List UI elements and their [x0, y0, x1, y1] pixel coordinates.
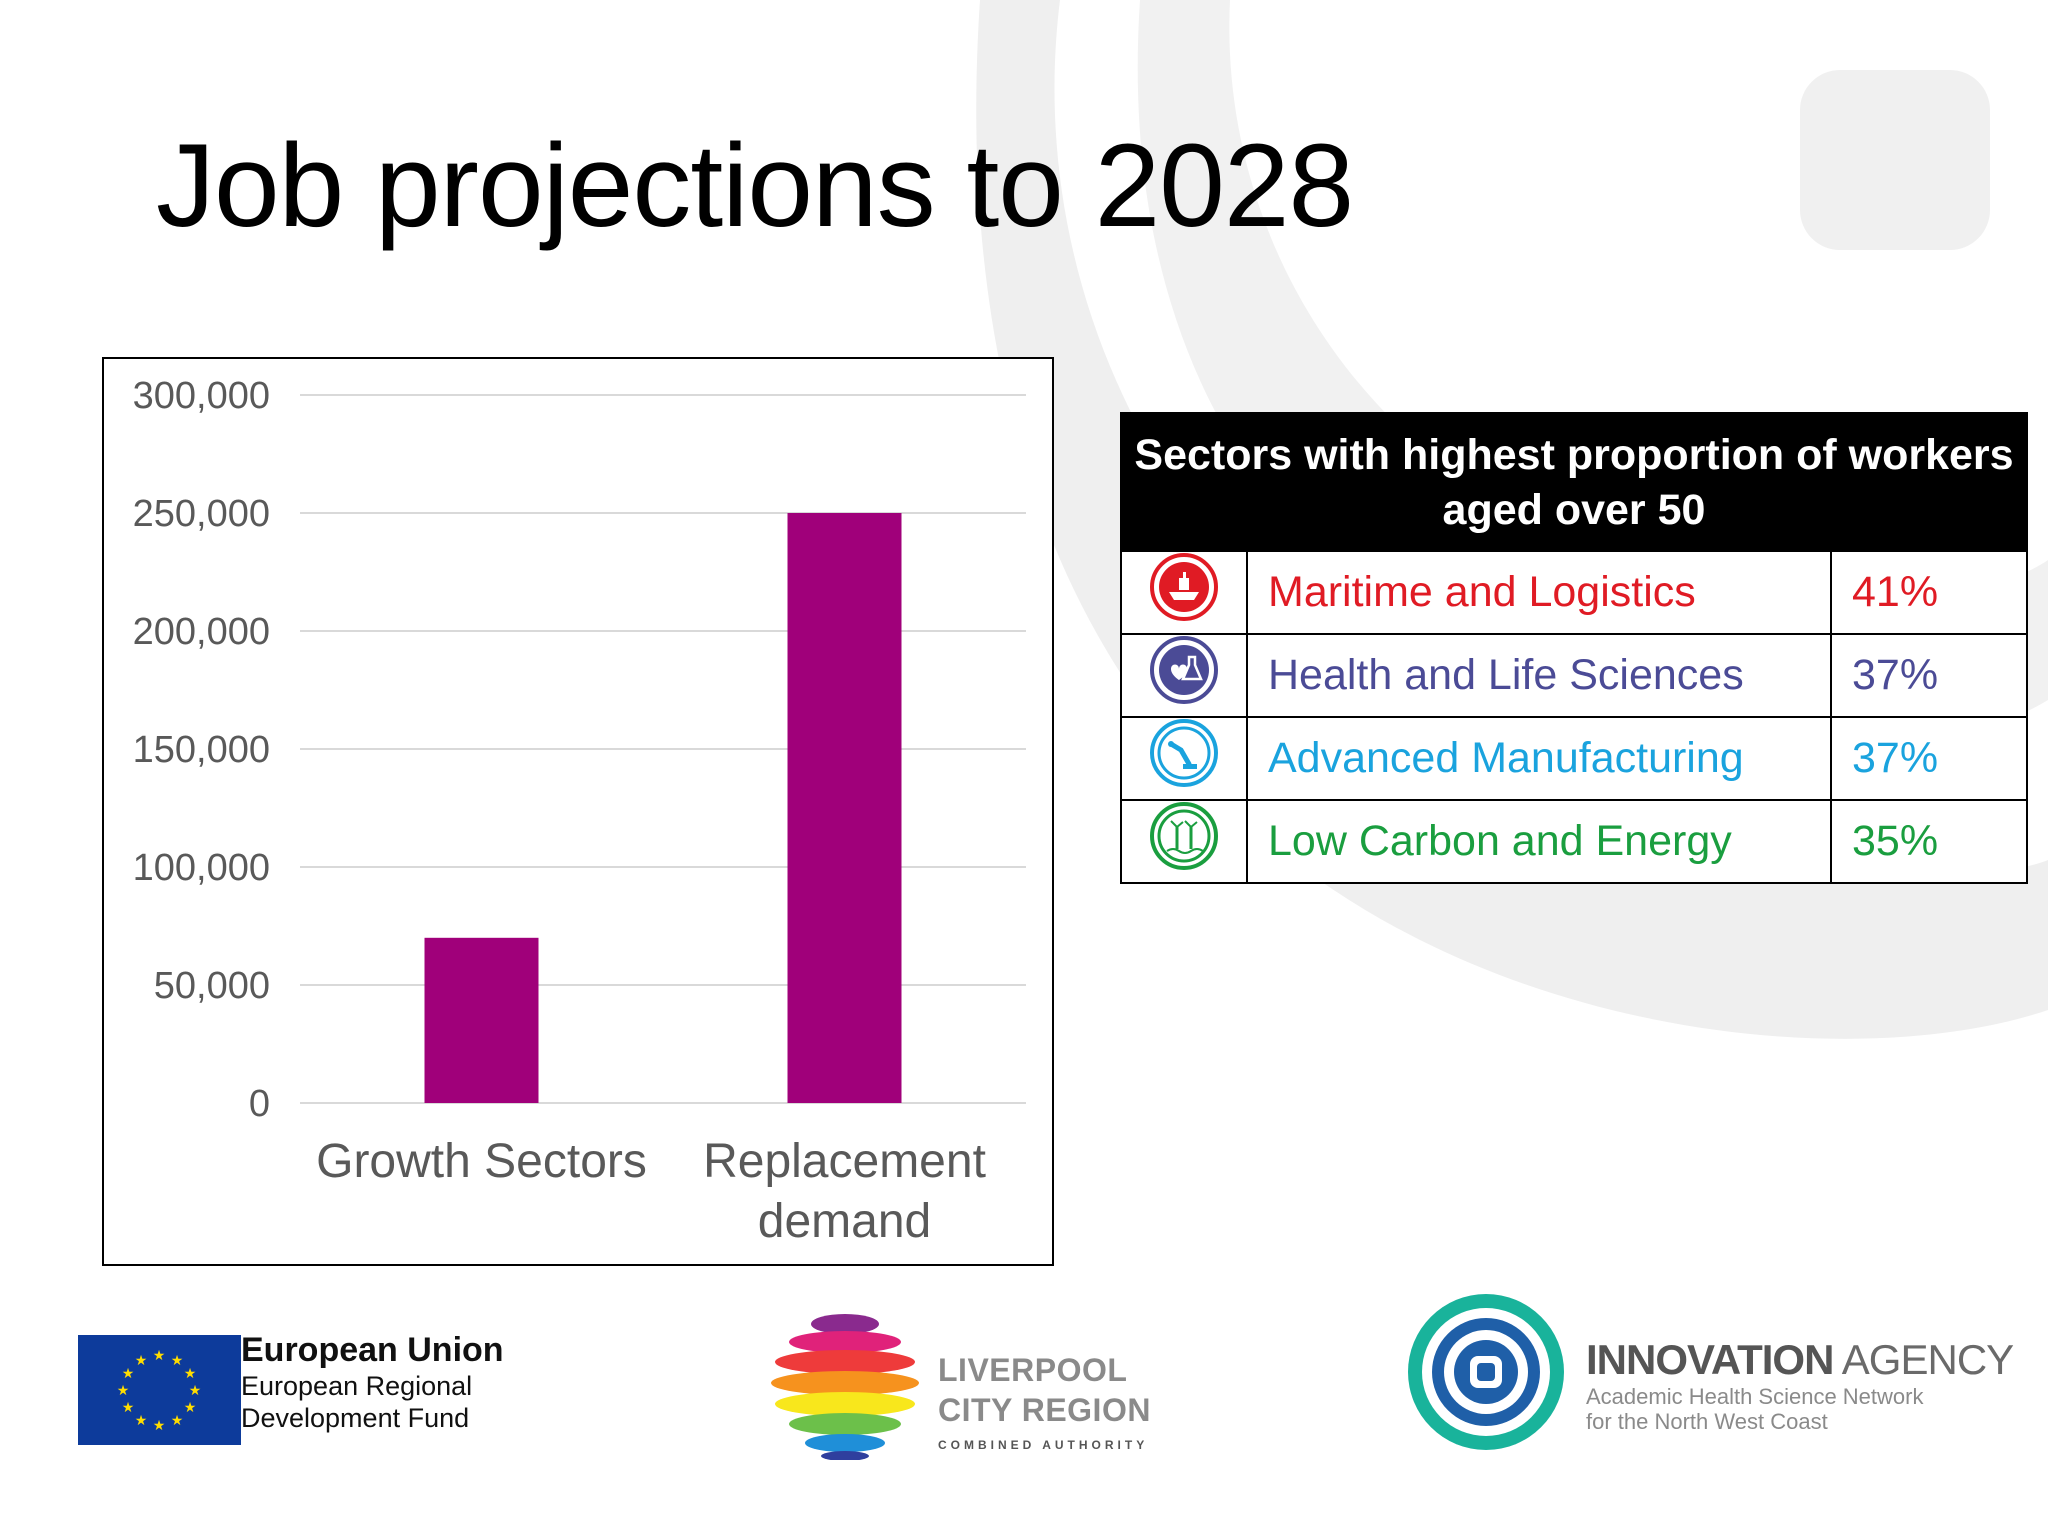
page-title: Job projections to 2028 — [156, 120, 1354, 252]
ia-name: INNOVATION AGENCY — [1586, 1336, 2014, 1384]
svg-text:★: ★ — [135, 1353, 148, 1369]
y-tick-label: 50,000 — [154, 965, 270, 1007]
bar — [787, 513, 902, 1103]
ia-logo-text: INNOVATION AGENCY Academic Health Scienc… — [1586, 1336, 2014, 1434]
health-science-icon — [1150, 636, 1218, 704]
sector-icon-cell — [1120, 716, 1248, 801]
sector-icon-cell — [1120, 799, 1248, 884]
ia-line2: for the North West Coast — [1586, 1409, 1828, 1434]
bar — [424, 937, 539, 1103]
robot-arm-icon — [1150, 719, 1218, 787]
lcr-rainbow-logo — [771, 1314, 919, 1460]
svg-text:★: ★ — [153, 1348, 166, 1364]
ia-name-rest: AGENCY — [1833, 1336, 2014, 1383]
sector-name: Advanced Manufacturing — [1246, 716, 1832, 801]
lcr-logo-text: LIVERPOOL CITY REGION COMBINED AUTHORITY — [938, 1350, 1151, 1452]
y-tick-label: 100,000 — [133, 847, 270, 889]
bar-chart: 0 50,000 100,000 150,000 200,000 250,000 300,0… — [102, 357, 1054, 1266]
table-row: Health and Life Sciences 37% — [1120, 633, 2028, 718]
sector-name: Health and Life Sciences — [1246, 633, 1832, 718]
sector-pct: 41% — [1830, 550, 2028, 635]
y-tick-label: 0 — [249, 1083, 270, 1125]
svg-text:★: ★ — [122, 1366, 135, 1382]
footer-logos: ★ ★ ★ ★ ★ ★ ★ ★ ★ ★ ★ ★ European Union European … — [0, 1280, 2048, 1536]
sector-pct: 37% — [1830, 716, 2028, 801]
lcr-line1: LIVERPOOL — [938, 1352, 1128, 1388]
y-tick-label: 250,000 — [133, 493, 270, 535]
ia-name-bold: INNOVATION — [1586, 1336, 1834, 1383]
y-tick-label: 150,000 — [133, 729, 270, 771]
svg-text:★: ★ — [171, 1413, 184, 1429]
x-category-label: Growth Sectors — [316, 1135, 647, 1188]
svg-text:★: ★ — [153, 1418, 166, 1434]
sector-name: Maritime and Logistics — [1246, 550, 1832, 635]
svg-text:★: ★ — [184, 1400, 197, 1416]
eu-logo-text: European Union European Regional Develop… — [241, 1330, 504, 1434]
sector-table-header: Sectors with highest proportion of worke… — [1120, 412, 2028, 552]
svg-text:★: ★ — [184, 1366, 197, 1382]
eu-title: European Union — [241, 1331, 504, 1369]
table-row: Maritime and Logistics 41% — [1120, 550, 2028, 635]
wind-turbine-icon — [1150, 802, 1218, 870]
lcr-line3: COMBINED AUTHORITY — [938, 1438, 1149, 1452]
lcr-line2: CITY REGION — [938, 1392, 1151, 1428]
innovation-agency-logo — [1408, 1294, 1564, 1450]
x-category-label: demand — [758, 1195, 931, 1248]
y-tick-label: 300,000 — [133, 375, 270, 417]
x-category-label: Replacement — [703, 1135, 986, 1188]
bar-chart-svg: 0 50,000 100,000 150,000 200,000 250,000 300,0… — [133, 375, 1026, 1248]
eu-flag-icon: ★ ★★ ★★★ ★★★ ★★★ — [78, 1335, 241, 1445]
sector-icon-cell — [1120, 633, 1248, 718]
sector-icon-cell — [1120, 550, 1248, 635]
svg-text:★: ★ — [117, 1383, 130, 1399]
sector-name: Low Carbon and Energy — [1246, 799, 1832, 884]
svg-text:★: ★ — [135, 1413, 148, 1429]
ship-icon — [1150, 553, 1218, 621]
table-row: Low Carbon and Energy 35% — [1120, 799, 2028, 884]
svg-text:★: ★ — [189, 1383, 202, 1399]
eu-line2: Development Fund — [241, 1403, 470, 1433]
sector-table: Sectors with highest proportion of worke… — [1120, 412, 2028, 884]
sector-pct: 35% — [1830, 799, 2028, 884]
svg-text:★: ★ — [171, 1353, 184, 1369]
svg-text:★: ★ — [122, 1400, 135, 1416]
table-row: Advanced Manufacturing 37% — [1120, 716, 2028, 801]
ia-line1: Academic Health Science Network — [1586, 1384, 1924, 1409]
sector-pct: 37% — [1830, 633, 2028, 718]
y-tick-label: 200,000 — [133, 611, 270, 653]
eu-line1: European Regional — [241, 1371, 473, 1401]
